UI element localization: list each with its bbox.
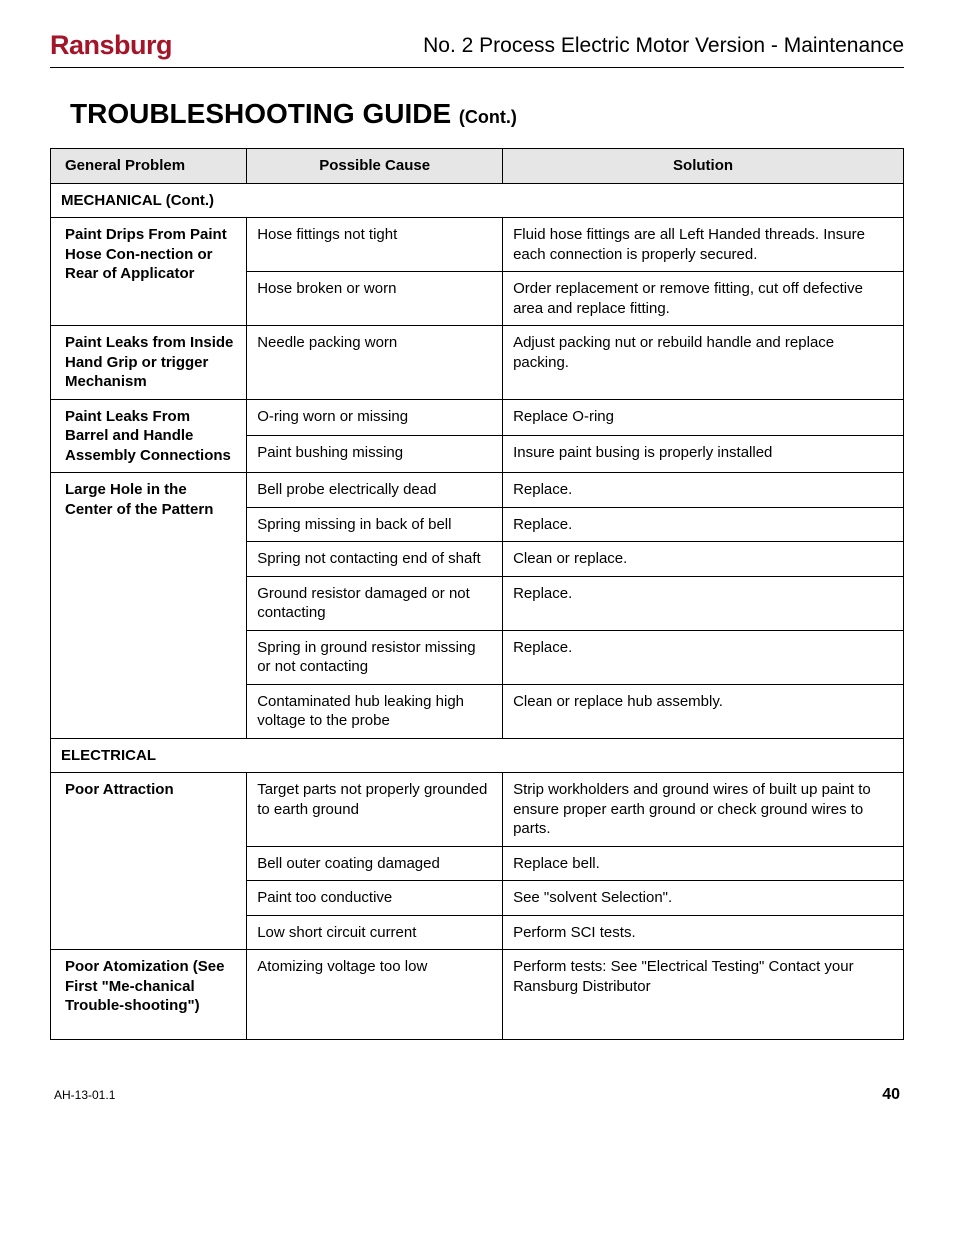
solution-cell: See "solvent Selection". bbox=[503, 881, 904, 916]
table-row: Poor Atomization (See First "Me-chanical… bbox=[51, 950, 904, 1040]
header-rule bbox=[50, 67, 904, 68]
section-row-electrical: ELECTRICAL bbox=[51, 738, 904, 773]
solution-cell: Perform tests: See "Electrical Testing" … bbox=[503, 950, 904, 1040]
cause-cell: Bell probe electrically dead bbox=[247, 473, 503, 508]
solution-cell: Clean or replace hub assembly. bbox=[503, 684, 904, 738]
doc-number: AH-13-01.1 bbox=[54, 1088, 115, 1102]
cause-cell: Atomizing voltage too low bbox=[247, 950, 503, 1040]
col-header-problem: General Problem bbox=[51, 149, 247, 184]
problem-cell: Paint Leaks from Inside Hand Grip or tri… bbox=[51, 326, 247, 400]
cause-cell: Bell outer coating damaged bbox=[247, 846, 503, 881]
cause-cell: Hose broken or worn bbox=[247, 272, 503, 326]
document-title: No. 2 Process Electric Motor Version - M… bbox=[423, 34, 904, 58]
heading-cont: (Cont.) bbox=[459, 107, 517, 127]
solution-cell: Strip workholders and ground wires of bu… bbox=[503, 773, 904, 847]
problem-cell: Paint Leaks From Barrel and Handle Assem… bbox=[51, 399, 247, 473]
table-row: Paint Leaks from Inside Hand Grip or tri… bbox=[51, 326, 904, 400]
cause-cell: Low short circuit current bbox=[247, 915, 503, 950]
cause-cell: Ground resistor damaged or not contactin… bbox=[247, 576, 503, 630]
page-footer: AH-13-01.1 40 bbox=[50, 1086, 904, 1104]
table-header-row: General Problem Possible Cause Solution bbox=[51, 149, 904, 184]
section-label-electrical: ELECTRICAL bbox=[51, 738, 904, 773]
solution-cell: Fluid hose fittings are all Left Handed … bbox=[503, 218, 904, 272]
col-header-cause: Possible Cause bbox=[247, 149, 503, 184]
cause-cell: Paint too conductive bbox=[247, 881, 503, 916]
table-row: Paint Drips From Paint Hose Con-nection … bbox=[51, 218, 904, 272]
solution-cell: Replace bell. bbox=[503, 846, 904, 881]
cause-cell: Contaminated hub leaking high voltage to… bbox=[247, 684, 503, 738]
table-row: Large Hole in the Center of the Pattern … bbox=[51, 473, 904, 508]
problem-cell: Large Hole in the Center of the Pattern bbox=[51, 473, 247, 739]
problem-cell: Paint Drips From Paint Hose Con-nection … bbox=[51, 218, 247, 326]
cause-cell: O-ring worn or missing bbox=[247, 399, 503, 436]
solution-cell: Order replacement or remove fitting, cut… bbox=[503, 272, 904, 326]
heading-text: TROUBLESHOOTING GUIDE bbox=[70, 98, 451, 129]
cause-cell: Target parts not properly grounded to ea… bbox=[247, 773, 503, 847]
section-label-mechanical: MECHANICAL (Cont.) bbox=[51, 183, 904, 218]
cause-cell: Needle packing worn bbox=[247, 326, 503, 400]
problem-cell: Poor Atomization (See First "Me-chanical… bbox=[51, 950, 247, 1040]
solution-cell: Adjust packing nut or rebuild handle and… bbox=[503, 326, 904, 400]
troubleshooting-table: General Problem Possible Cause Solution … bbox=[50, 148, 904, 1040]
page-heading: TROUBLESHOOTING GUIDE (Cont.) bbox=[50, 98, 904, 130]
solution-cell: Replace. bbox=[503, 473, 904, 508]
solution-cell: Clean or replace. bbox=[503, 542, 904, 577]
section-row-mechanical: MECHANICAL (Cont.) bbox=[51, 183, 904, 218]
cause-cell: Paint bushing missing bbox=[247, 436, 503, 473]
cause-cell: Spring not contacting end of shaft bbox=[247, 542, 503, 577]
solution-cell: Perform SCI tests. bbox=[503, 915, 904, 950]
cause-cell: Hose fittings not tight bbox=[247, 218, 503, 272]
solution-cell: Replace. bbox=[503, 507, 904, 542]
table-row: Paint Leaks From Barrel and Handle Assem… bbox=[51, 399, 904, 436]
solution-cell: Replace. bbox=[503, 576, 904, 630]
brand-logo: Ransburg bbox=[50, 30, 172, 61]
solution-cell: Replace. bbox=[503, 630, 904, 684]
solution-cell: Insure paint busing is properly installe… bbox=[503, 436, 904, 473]
cause-cell: Spring in ground resistor missing or not… bbox=[247, 630, 503, 684]
solution-cell: Replace O-ring bbox=[503, 399, 904, 436]
cause-cell: Spring missing in back of bell bbox=[247, 507, 503, 542]
col-header-solution: Solution bbox=[503, 149, 904, 184]
problem-cell: Poor Attraction bbox=[51, 773, 247, 950]
page-number: 40 bbox=[882, 1086, 900, 1104]
table-row: Poor Attraction Target parts not properl… bbox=[51, 773, 904, 847]
